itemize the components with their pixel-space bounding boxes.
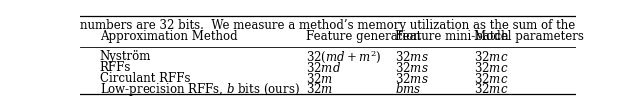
Text: $32md$: $32md$ bbox=[306, 61, 341, 75]
Text: $bms$: $bms$ bbox=[395, 82, 421, 96]
Text: Circulant RFFs: Circulant RFFs bbox=[100, 72, 190, 85]
Text: $32m$: $32m$ bbox=[306, 72, 333, 86]
Text: $32mc$: $32mc$ bbox=[474, 61, 509, 75]
Text: Model parameters: Model parameters bbox=[474, 30, 584, 43]
Text: $32ms$: $32ms$ bbox=[395, 50, 429, 64]
Text: $32m$: $32m$ bbox=[306, 82, 333, 96]
Text: $32mc$: $32mc$ bbox=[474, 82, 509, 96]
Text: RFFs: RFFs bbox=[100, 61, 131, 74]
Text: Nyström: Nyström bbox=[100, 50, 151, 63]
Text: $32ms$: $32ms$ bbox=[395, 72, 429, 86]
Text: numbers are 32 bits.  We measure a method’s memory utilization as the sum of the: numbers are 32 bits. We measure a method… bbox=[80, 19, 640, 32]
Text: Low-precision RFFs, $b$ bits (ours): Low-precision RFFs, $b$ bits (ours) bbox=[100, 81, 300, 98]
Text: Approximation Method: Approximation Method bbox=[100, 30, 237, 43]
Text: Feature mini-batch: Feature mini-batch bbox=[395, 30, 509, 43]
Text: $32mc$: $32mc$ bbox=[474, 72, 509, 86]
Text: $32(md+m^{2})$: $32(md+m^{2})$ bbox=[306, 48, 381, 65]
Text: Feature generation: Feature generation bbox=[306, 30, 420, 43]
Text: $32ms$: $32ms$ bbox=[395, 61, 429, 75]
Text: $32mc$: $32mc$ bbox=[474, 50, 509, 64]
